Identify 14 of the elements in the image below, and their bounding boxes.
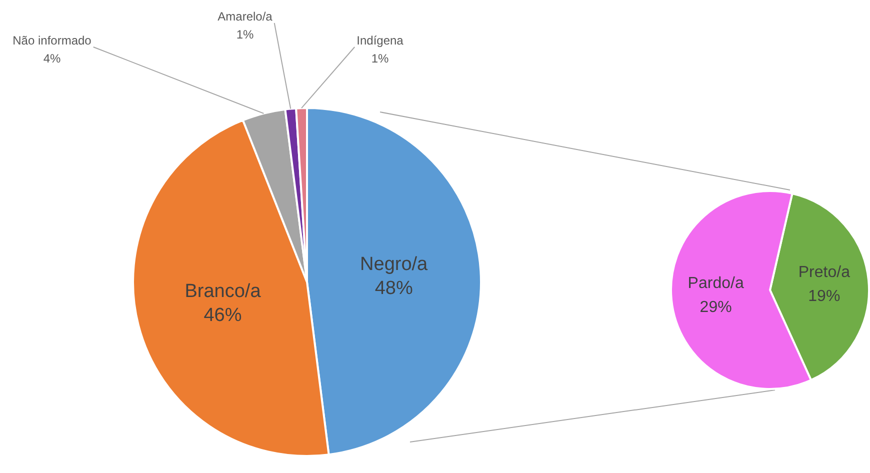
data-label: 19%	[808, 288, 840, 305]
data-label: 1%	[371, 51, 389, 66]
slice-label: Pardo/a	[688, 274, 744, 292]
slice-label: Indígena	[356, 33, 404, 48]
data-label: 29%	[700, 298, 732, 316]
data-label: 4%	[43, 51, 61, 66]
data-label: 1%	[236, 27, 254, 42]
slice-label: Preto/a	[798, 264, 850, 281]
data-label: 48%	[374, 278, 413, 299]
data-label: 46%	[204, 304, 242, 326]
slice-label: Negro/a	[360, 254, 428, 275]
slice-label: Não informado	[12, 33, 92, 48]
slice-label: Branco/a	[184, 280, 262, 302]
slice-label: Amarelo/a	[218, 9, 273, 24]
